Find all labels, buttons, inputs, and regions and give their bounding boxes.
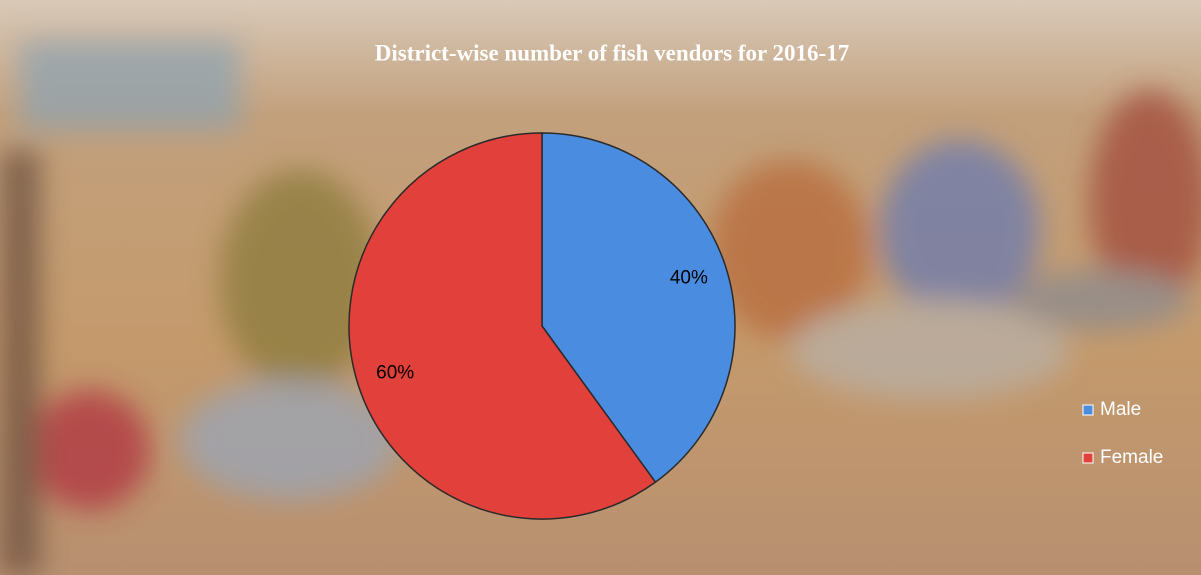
legend-swatch [1083,453,1093,463]
chart: District-wise number of fish vendors for… [0,0,1201,575]
screenshot: District-wise number of fish vendors for… [0,0,1201,575]
legend-swatch [1083,405,1093,415]
value-label: 60% [376,363,414,384]
legend-label: Male [1100,399,1141,420]
chart-title: District-wise number of fish vendors for… [375,40,849,65]
value-label: 40% [670,267,708,288]
legend-label: Female [1100,447,1163,468]
